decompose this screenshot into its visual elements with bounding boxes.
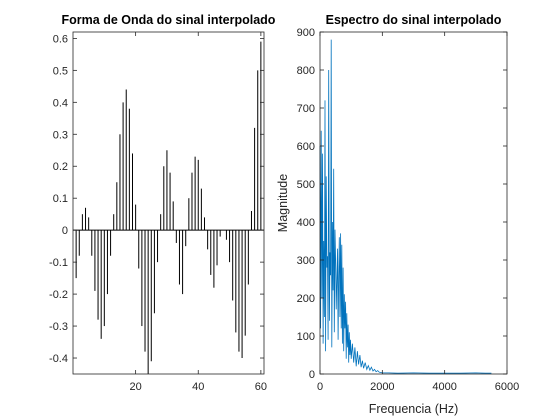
waveform-y-tick-label: -0.2: [49, 289, 68, 301]
spectrum-y-tick-label: 200: [297, 293, 315, 305]
spectrum-y-tick-label: 800: [297, 65, 315, 77]
waveform-y-tick-label: -0.4: [49, 353, 68, 365]
spectrum-line: [319, 39, 492, 374]
spectrum-y-axis-label: Magnitude: [276, 174, 290, 232]
spectrum-y-tick-label: 0: [309, 369, 315, 381]
waveform-x-tick-label: 20: [129, 381, 141, 393]
spectrum-y-tick-label: 100: [297, 331, 315, 343]
spectrum-x-axis-label: Frequencia (Hz): [369, 402, 459, 416]
waveform-chart: Forma de Onda do sinal interpolado -0.4-…: [49, 13, 276, 393]
spectrum-y-tick-label: 500: [297, 179, 315, 191]
waveform-x-tick-label: 40: [192, 381, 204, 393]
waveform-y-tick-label: 0.6: [53, 33, 68, 45]
waveform-bars: [73, 41, 264, 374]
waveform-axes: -0.4 -0.3 -0.2 -0.1 0 0.1 0.2 0.3 0.4 0.5 0.6 20 40 6…: [49, 31, 267, 393]
waveform-y-tick-label: -0.1: [49, 257, 68, 269]
spectrum-line-group: [319, 39, 492, 374]
spectrum-y-tick-label: 700: [297, 103, 315, 115]
waveform-plot-box: [72, 31, 265, 375]
waveform-y-tick-label: 0: [62, 225, 68, 237]
spectrum-x-tick-label: 4000: [432, 381, 456, 393]
waveform-y-tick-label: 0.4: [53, 97, 68, 109]
spectrum-axes: 0 100 200 300 400 500 600 700 800 900 0 2000 4000 600…: [297, 27, 520, 393]
spectrum-y-tick-label: 400: [297, 217, 315, 229]
spectrum-chart: Espectro do sinal interpolado 0 100 200 300…: [276, 13, 519, 416]
spectrum-x-tick-label: 2000: [370, 381, 394, 393]
spectrum-chart-title: Espectro do sinal interpolado: [326, 13, 502, 27]
waveform-y-tick-label: 0.5: [53, 65, 68, 77]
spectrum-y-tick-label: 900: [297, 27, 315, 39]
spectrum-x-tick-label: 6000: [495, 381, 519, 393]
spectrum-y-tick-label: 600: [297, 141, 315, 153]
waveform-y-tick-label: 0.3: [53, 129, 68, 141]
spectrum-x-tick-label: 0: [317, 381, 323, 393]
spectrum-y-tick-label: 300: [297, 255, 315, 267]
waveform-x-tick-label: 60: [255, 381, 267, 393]
waveform-y-tick-label: -0.3: [49, 321, 68, 333]
spectrum-plot-box: [319, 31, 508, 375]
waveform-chart-title: Forma de Onda do sinal interpolado: [62, 13, 276, 27]
waveform-y-tick-label: 0.1: [53, 193, 68, 205]
waveform-y-tick-label: 0.2: [53, 161, 68, 173]
